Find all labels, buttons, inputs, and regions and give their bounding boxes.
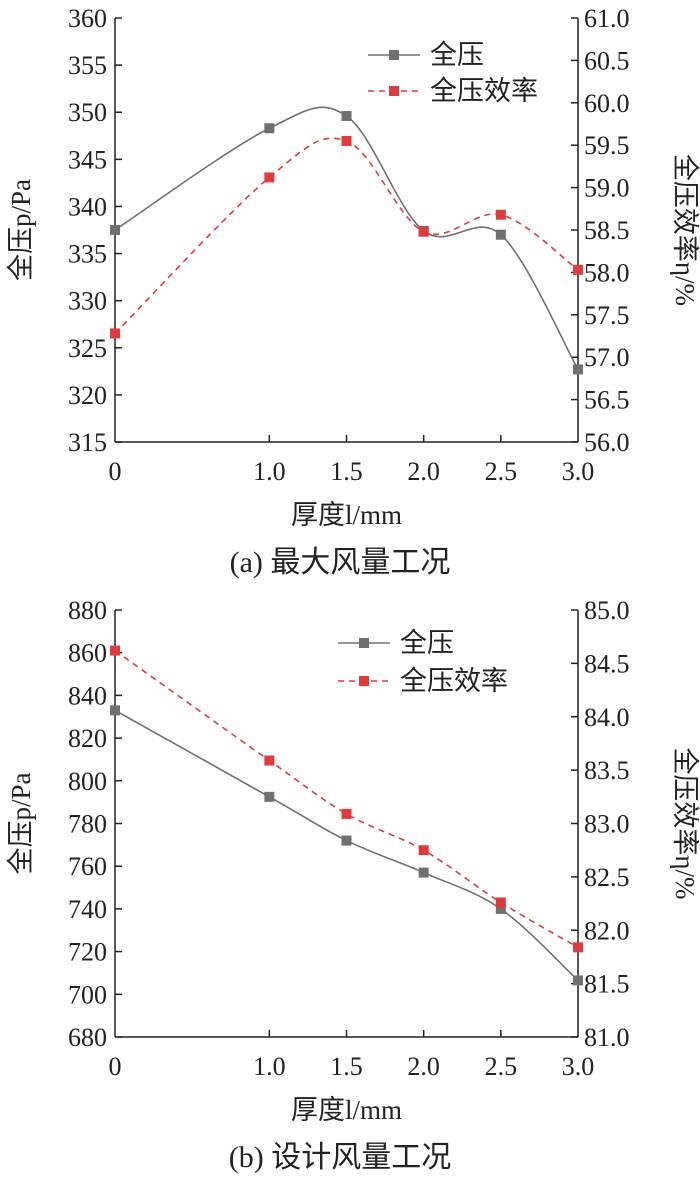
left-y-tick-label: 350 (68, 98, 107, 127)
x-tick-label: 1.5 (330, 457, 363, 486)
right-y-tick-label: 81.0 (584, 1023, 630, 1052)
x-tick-label: 1.0 (253, 457, 286, 486)
series-line-0 (114, 106, 579, 370)
right-y-tick-label: 83.5 (584, 756, 630, 785)
series-1-marker (418, 226, 429, 237)
series-1-marker (110, 645, 120, 656)
left-y-tick-label: 840 (68, 681, 107, 710)
x-tick-label: 2.5 (485, 1052, 518, 1081)
series-0-marker (264, 791, 275, 802)
x-tick-label: 3.0 (562, 1052, 595, 1081)
series-0-marker (264, 123, 275, 134)
x-tick-label: 1.0 (253, 1052, 286, 1081)
right-y-axis-label: 全压效率η/% (670, 747, 700, 899)
chart-caption: (b) 设计风量工况 (229, 1141, 451, 1174)
legend-label-1: 全压效率 (430, 76, 538, 106)
series-0-marker (341, 835, 352, 846)
chart-caption: (a) 最大风量工况 (230, 546, 451, 579)
left-y-tick-label: 800 (68, 767, 107, 796)
legend-marker-0 (389, 50, 399, 60)
legend-marker-0 (359, 638, 369, 648)
left-y-tick-label: 820 (68, 724, 107, 753)
x-tick-label: 2.0 (407, 457, 440, 486)
x-tick-label: 2.5 (485, 457, 518, 486)
right-y-tick-label: 58.0 (584, 258, 630, 287)
series-0-marker (110, 705, 120, 716)
chart-design-airflow: 880 860 840 820 800 780 760 740 720 700 680 85.0 84.… (6, 596, 700, 1174)
series-0-marker (495, 903, 506, 914)
x-tick-label: 3.0 (562, 457, 595, 486)
series-1-marker (573, 942, 583, 953)
left-y-tick-label: 345 (68, 145, 107, 174)
right-y-tick-label: 58.5 (584, 216, 630, 245)
left-y-tick-label: 360 (68, 4, 107, 33)
series-1-marker (418, 845, 429, 856)
left-y-tick-label: 700 (68, 980, 107, 1009)
x-axis-label: 厚度l/mm (291, 500, 402, 530)
right-y-tick-label: 57.5 (584, 301, 630, 330)
series-1-marker (341, 135, 352, 146)
series-0-marker (110, 225, 120, 235)
right-y-tick-label: 82.0 (584, 916, 630, 945)
right-y-tick-label: 82.5 (584, 863, 630, 892)
right-y-tick-label: 60.5 (584, 46, 630, 75)
series-1-marker (110, 328, 120, 339)
legend-marker-1 (359, 676, 369, 686)
right-y-tick-label: 60.0 (584, 89, 630, 118)
series-1-marker (264, 172, 275, 183)
series-0-marker (495, 229, 506, 240)
series-0-marker (418, 867, 429, 878)
x-tick-label: 1.5 (330, 1052, 363, 1081)
right-y-tick-label: 85.0 (584, 596, 630, 625)
left-y-tick-label: 315 (68, 428, 107, 457)
right-y-tick-label: 84.0 (584, 703, 630, 732)
left-y-tick-label: 325 (68, 334, 107, 363)
left-y-tick-label: 740 (68, 895, 107, 924)
left-y-tick-label: 330 (68, 287, 107, 316)
right-y-tick-label: 83.0 (584, 810, 630, 839)
series-1-marker (264, 755, 275, 766)
right-y-tick-label: 56.5 (584, 386, 630, 415)
series-0-marker (573, 975, 583, 986)
series-1-marker (495, 897, 506, 908)
left-y-tick-label: 720 (68, 938, 107, 967)
series-line-0 (114, 709, 579, 982)
left-y-tick-label: 880 (68, 596, 107, 625)
left-y-tick-label: 760 (68, 852, 107, 881)
left-y-tick-label: 355 (68, 51, 107, 80)
legend-label-0: 全压 (400, 628, 454, 658)
series-1-marker (341, 808, 352, 819)
left-y-tick-label: 680 (68, 1023, 107, 1052)
x-tick-label: 0 (109, 457, 122, 486)
right-y-tick-label: 59.0 (584, 174, 630, 203)
series-line-1 (114, 649, 579, 949)
x-axis-label: 厚度l/mm (291, 1095, 402, 1125)
legend-label-0: 全压 (430, 40, 484, 70)
right-y-axis-label: 全压效率η/% (670, 154, 700, 306)
series-line-1 (114, 137, 579, 335)
left-y-tick-label: 340 (68, 192, 107, 221)
series-0-marker (341, 110, 352, 121)
right-y-tick-label: 84.5 (584, 649, 630, 678)
legend-label-1: 全压效率 (400, 666, 508, 696)
legend-marker-1 (389, 86, 399, 96)
left-y-tick-label: 860 (68, 639, 107, 668)
right-y-tick-label: 56.0 (584, 428, 630, 457)
right-y-tick-label: 59.5 (584, 131, 630, 160)
left-y-tick-label: 335 (68, 240, 107, 269)
series-1-marker (495, 209, 506, 220)
left-y-tick-label: 780 (68, 810, 107, 839)
left-y-axis-label: 全压p/Pa (6, 179, 36, 281)
series-0-marker (573, 364, 583, 375)
right-y-tick-label: 57.0 (584, 343, 630, 372)
chart-max-airflow: 360 355 350 345 340 335 330 325 320 315 61.0 60.5 60… (6, 4, 700, 579)
left-y-tick-label: 320 (68, 381, 107, 410)
x-tick-label: 0 (109, 1052, 122, 1081)
right-y-tick-label: 81.5 (584, 970, 630, 999)
left-y-axis-label: 全压p/Pa (6, 772, 36, 874)
series-1-marker (573, 264, 583, 275)
x-tick-label: 2.0 (407, 1052, 440, 1081)
right-y-tick-label: 61.0 (584, 4, 630, 33)
